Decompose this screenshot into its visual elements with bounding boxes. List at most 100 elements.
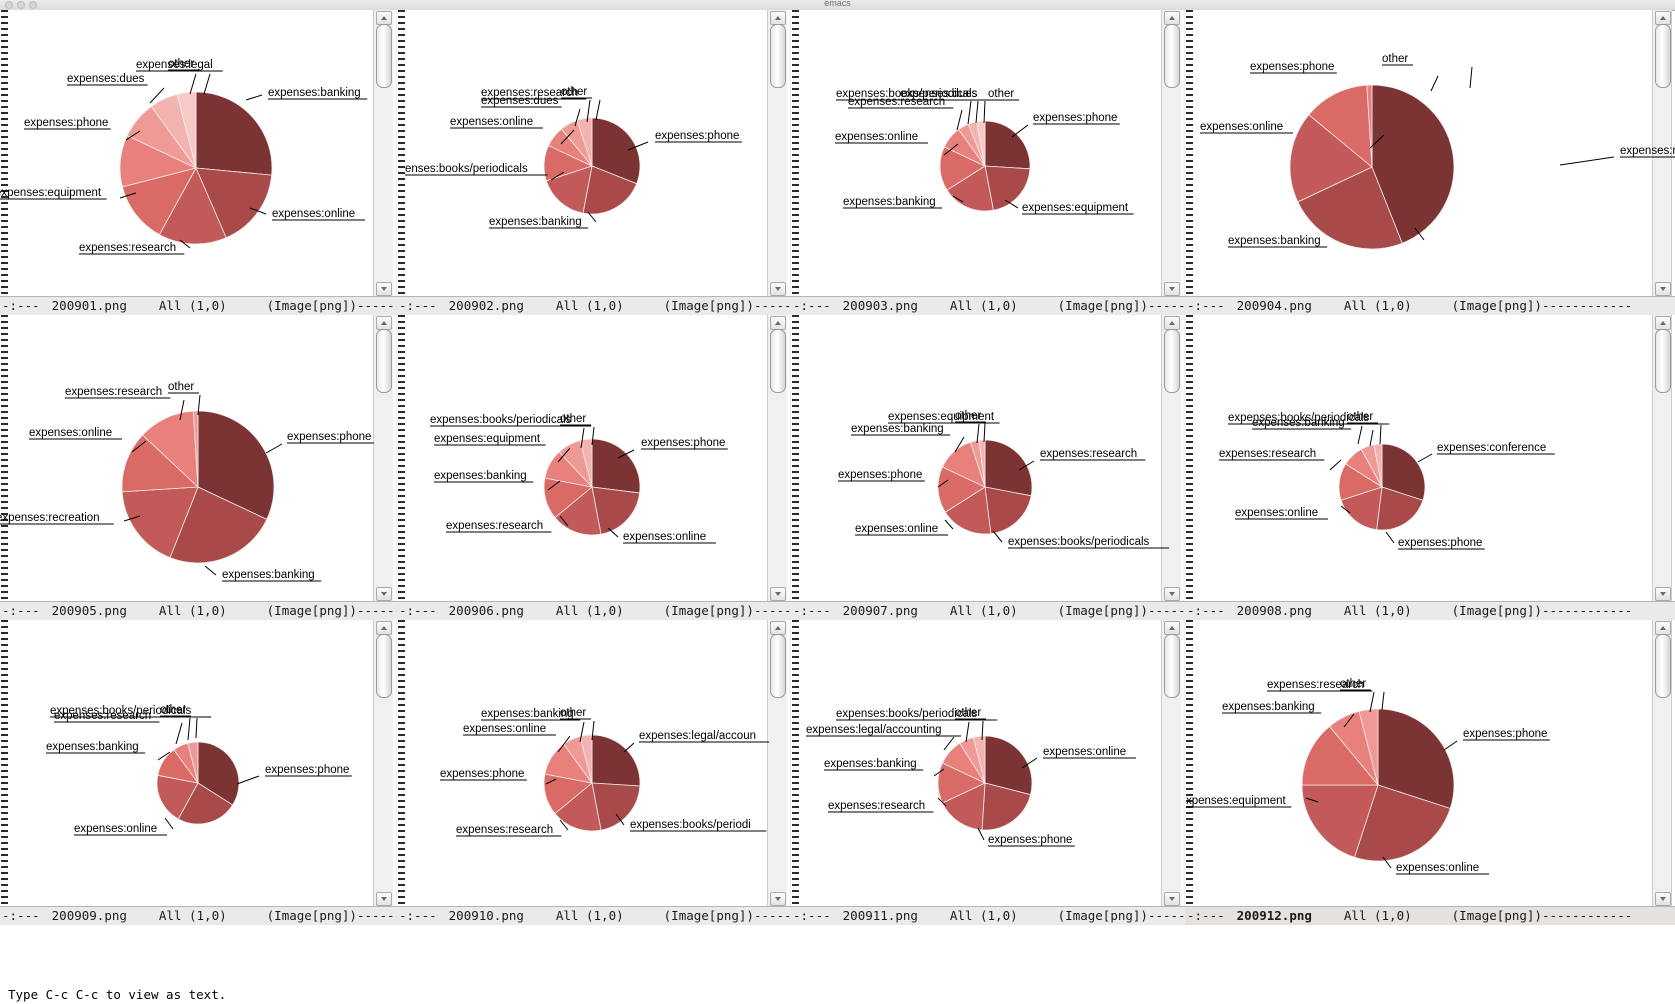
scroll-up-arrow-icon[interactable] [1655, 621, 1671, 635]
scrollbar-thumb[interactable] [376, 24, 392, 88]
image-buffer[interactable] [9, 315, 373, 602]
modeline-200908[interactable]: -:--- 200908.png All (1,0) (Image[png])----… [1185, 601, 1675, 620]
scrollbar-thumb[interactable] [770, 329, 786, 393]
image-buffer[interactable] [406, 620, 767, 907]
scroll-down-arrow-icon[interactable] [1655, 587, 1671, 601]
left-fringe [791, 315, 800, 602]
image-buffer[interactable] [406, 10, 767, 297]
vertical-scrollbar[interactable] [767, 315, 787, 602]
scrollbar-thumb[interactable] [1655, 24, 1671, 88]
vertical-scrollbar[interactable] [1652, 10, 1672, 297]
image-buffer[interactable] [1194, 620, 1652, 907]
emacs-window-200903[interactable]: -:--- 200903.png All (1,0) (Image[png])----… [791, 10, 1185, 315]
minibuffer[interactable]: Type C-c C-c to view as text. [0, 985, 1675, 1004]
scroll-up-arrow-icon[interactable] [1655, 11, 1671, 25]
emacs-window-200901[interactable]: -:--- 200901.png All (1,0) (Image[png])----… [0, 10, 397, 315]
vertical-scrollbar[interactable] [1652, 620, 1672, 907]
close-icon[interactable] [5, 1, 13, 9]
scrollbar-thumb[interactable] [1164, 329, 1180, 393]
minimize-icon[interactable] [17, 1, 25, 9]
image-buffer[interactable] [800, 620, 1161, 907]
scroll-down-arrow-icon[interactable] [770, 587, 786, 601]
emacs-window-200911[interactable]: -:--- 200911.png All (1,0) (Image[png])----… [791, 620, 1185, 925]
scroll-down-arrow-icon[interactable] [1164, 587, 1180, 601]
modeline-200909[interactable]: -:--- 200909.png All (1,0) (Image[png])----… [0, 906, 397, 925]
scroll-up-arrow-icon[interactable] [376, 621, 392, 635]
scrollbar-thumb[interactable] [1164, 24, 1180, 88]
vertical-scrollbar[interactable] [373, 620, 393, 907]
emacs-window-200902[interactable]: -:--- 200902.png All (1,0) (Image[png])----… [397, 10, 791, 315]
scrollbar-thumb[interactable] [1655, 329, 1671, 393]
vertical-scrollbar[interactable] [373, 10, 393, 297]
emacs-window-200909[interactable]: -:--- 200909.png All (1,0) (Image[png])----… [0, 620, 397, 925]
scrollbar-thumb[interactable] [376, 329, 392, 393]
modeline-200907[interactable]: -:--- 200907.png All (1,0) (Image[png])----… [791, 601, 1185, 620]
image-buffer[interactable] [406, 315, 767, 602]
scroll-up-arrow-icon[interactable] [1164, 316, 1180, 330]
modeline-200904[interactable]: -:--- 200904.png All (1,0) (Image[png])----… [1185, 296, 1675, 315]
scroll-up-arrow-icon[interactable] [1655, 316, 1671, 330]
scroll-down-arrow-icon[interactable] [1164, 282, 1180, 296]
emacs-window-grid: -:--- 200901.png All (1,0) (Image[png])----… [0, 10, 1675, 985]
scrollbar-thumb[interactable] [770, 24, 786, 88]
scroll-down-arrow-icon[interactable] [770, 282, 786, 296]
modeline-200912[interactable]: -:--- 200912.png All (1,0) (Image[png])----… [1185, 906, 1675, 925]
modeline-200910[interactable]: -:--- 200910.png All (1,0) (Image[png])----… [397, 906, 791, 925]
modeline-filler: ------------ [1147, 908, 1185, 923]
scroll-up-arrow-icon[interactable] [770, 316, 786, 330]
emacs-window-200912[interactable]: -:--- 200912.png All (1,0) (Image[png])----… [1185, 620, 1675, 925]
modeline-buffer-name: 200904.png [1236, 298, 1312, 313]
modeline-position: All (1,0) [949, 908, 1018, 923]
vertical-scrollbar[interactable] [1161, 315, 1181, 602]
modeline-200901[interactable]: -:--- 200901.png All (1,0) (Image[png])----… [0, 296, 397, 315]
scroll-down-arrow-icon[interactable] [1164, 892, 1180, 906]
modeline-200903[interactable]: -:--- 200903.png All (1,0) (Image[png])----… [791, 296, 1185, 315]
scroll-down-arrow-icon[interactable] [1655, 892, 1671, 906]
image-buffer[interactable] [9, 10, 373, 297]
scrollbar-thumb[interactable] [1655, 634, 1671, 698]
scroll-down-arrow-icon[interactable] [376, 587, 392, 601]
emacs-window-200904[interactable]: -:--- 200904.png All (1,0) (Image[png])----… [1185, 10, 1675, 315]
vertical-scrollbar[interactable] [767, 620, 787, 907]
modeline-200905[interactable]: -:--- 200905.png All (1,0) (Image[png])----… [0, 601, 397, 620]
emacs-window-200910[interactable]: -:--- 200910.png All (1,0) (Image[png])----… [397, 620, 791, 925]
window-divider [1180, 620, 1185, 907]
scroll-down-arrow-icon[interactable] [376, 282, 392, 296]
modeline-buffer-name: 200908.png [1236, 603, 1312, 618]
emacs-window-200906[interactable]: -:--- 200906.png All (1,0) (Image[png])----… [397, 315, 791, 620]
scrollbar-thumb[interactable] [376, 634, 392, 698]
modeline-200906[interactable]: -:--- 200906.png All (1,0) (Image[png])----… [397, 601, 791, 620]
modeline-major-mode: (Image[png]) [1057, 908, 1148, 923]
scroll-up-arrow-icon[interactable] [376, 316, 392, 330]
scrollbar-thumb[interactable] [770, 634, 786, 698]
image-buffer[interactable] [800, 315, 1161, 602]
image-buffer[interactable] [9, 620, 373, 907]
vertical-scrollbar[interactable] [1161, 620, 1181, 907]
vertical-scrollbar[interactable] [1161, 10, 1181, 297]
image-buffer[interactable] [800, 10, 1161, 297]
scroll-up-arrow-icon[interactable] [770, 11, 786, 25]
maximize-icon[interactable] [29, 1, 37, 9]
modeline-filler: ------------ [356, 298, 397, 313]
left-fringe [1185, 315, 1194, 602]
vertical-scrollbar[interactable] [373, 315, 393, 602]
image-buffer[interactable] [1194, 10, 1652, 297]
scrollbar-thumb[interactable] [1164, 634, 1180, 698]
scroll-down-arrow-icon[interactable] [770, 892, 786, 906]
modeline-200902[interactable]: -:--- 200902.png All (1,0) (Image[png])----… [397, 296, 791, 315]
scroll-down-arrow-icon[interactable] [1655, 282, 1671, 296]
vertical-scrollbar[interactable] [767, 10, 787, 297]
scroll-up-arrow-icon[interactable] [1164, 621, 1180, 635]
emacs-window-200908[interactable]: -:--- 200908.png All (1,0) (Image[png])----… [1185, 315, 1675, 620]
scroll-up-arrow-icon[interactable] [1164, 11, 1180, 25]
vertical-scrollbar[interactable] [1652, 315, 1672, 602]
emacs-window-200905[interactable]: -:--- 200905.png All (1,0) (Image[png])----… [0, 315, 397, 620]
image-buffer[interactable] [1194, 315, 1652, 602]
emacs-window-200907[interactable]: -:--- 200907.png All (1,0) (Image[png])----… [791, 315, 1185, 620]
modeline-200911[interactable]: -:--- 200911.png All (1,0) (Image[png])----… [791, 906, 1185, 925]
scroll-up-arrow-icon[interactable] [770, 621, 786, 635]
window-controls[interactable] [5, 1, 37, 9]
scroll-down-arrow-icon[interactable] [376, 892, 392, 906]
scroll-up-arrow-icon[interactable] [376, 11, 392, 25]
window-divider [392, 10, 397, 297]
